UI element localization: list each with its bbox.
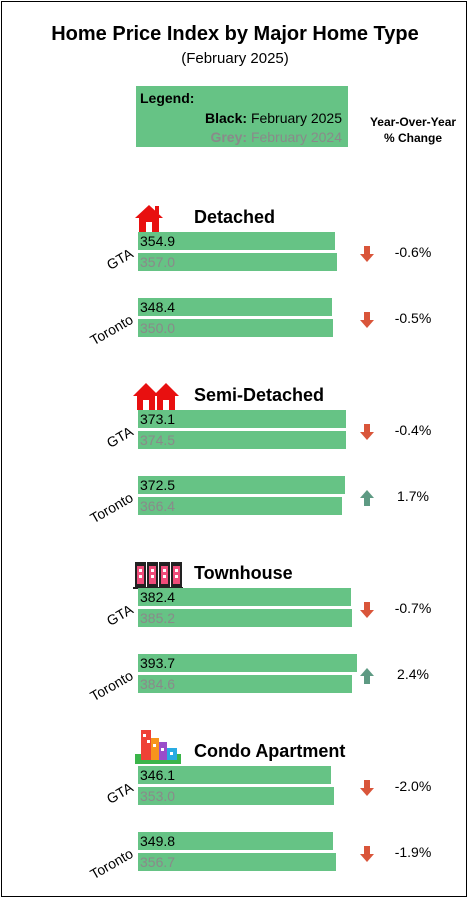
yoy-change-value: 2.4% — [397, 666, 429, 682]
down-arrow-icon — [358, 845, 376, 863]
section-title: Townhouse — [194, 563, 293, 583]
region-label-gta: GTA — [103, 245, 136, 273]
section-townhouse: Townhouse GTA 382.4 385.2 -0.7% Toronto 393.7… — [0, 558, 470, 736]
bar-february-2024: 357.0 — [138, 253, 337, 271]
section-title: Detached — [194, 207, 276, 227]
up-arrow-icon — [358, 489, 376, 507]
region-label-toronto: Toronto — [87, 489, 136, 527]
chart-frame — [1, 1, 467, 897]
region-label-toronto: Toronto — [87, 667, 136, 705]
yoy-change-value: 1.7% — [397, 488, 429, 504]
legend-grey-key: Grey: — [210, 129, 248, 145]
bar-value-label: 384.6 — [140, 676, 176, 692]
bar-february-2025: 348.4 — [138, 298, 332, 316]
bar-value-label: 393.7 — [140, 655, 176, 671]
legend-black-value: February 2025 — [250, 110, 342, 126]
yoy-header-line1: Year-Over-Year — [369, 115, 457, 129]
bar-february-2025: 346.1 — [138, 766, 331, 784]
down-arrow-icon — [358, 245, 376, 263]
legend-grey-value: February 2024 — [250, 129, 342, 145]
legend-black-key: Black: — [205, 110, 248, 126]
legend: Legend: Black: February 2025 Grey: Febru… — [136, 86, 348, 147]
bar-february-2024: 353.0 — [138, 787, 334, 805]
section-semi-detached: Semi-Detached GTA 373.1 374.5 -0.4% Toronto 3… — [0, 380, 470, 558]
bar-value-label: 373.1 — [140, 411, 176, 427]
yoy-column-header: Year-Over-Year % Change — [356, 114, 470, 146]
bar-february-2024: 366.4 — [138, 497, 342, 515]
bar-value-label: 350.0 — [140, 320, 176, 336]
bar-february-2024: 374.5 — [138, 431, 346, 449]
semi-detached-icon — [133, 380, 183, 412]
bar-value-label: 357.0 — [140, 254, 176, 270]
chart-subtitle: (February 2025) — [181, 50, 289, 67]
bar-february-2024: 385.2 — [138, 609, 352, 627]
region-label-toronto: Toronto — [87, 845, 136, 883]
bar-value-label: 348.4 — [140, 299, 176, 315]
bar-february-2025: 393.7 — [138, 654, 357, 672]
bar-february-2024: 384.6 — [138, 675, 352, 693]
yoy-change-value: -2.0% — [394, 778, 432, 794]
bar-february-2024: 356.7 — [138, 853, 336, 871]
down-arrow-icon — [358, 311, 376, 329]
bar-value-label: 382.4 — [140, 589, 176, 605]
yoy-change-value: -0.4% — [394, 422, 432, 438]
bar-february-2025: 382.4 — [138, 588, 351, 606]
townhouse-icon — [133, 558, 183, 590]
down-arrow-icon — [358, 423, 376, 441]
bar-february-2024: 350.0 — [138, 319, 333, 337]
bar-value-label: 349.8 — [140, 833, 176, 849]
up-arrow-icon — [358, 667, 376, 685]
condo-apartment-icon — [133, 730, 183, 768]
section-title: Condo Apartment — [194, 741, 346, 761]
yoy-change-value: -1.9% — [394, 844, 432, 860]
house-icon — [133, 202, 183, 234]
bar-value-label: 356.7 — [140, 854, 176, 870]
bar-value-label: 346.1 — [140, 767, 176, 783]
chart-title: Home Price Index by Major Home Type — [51, 23, 419, 45]
region-label-gta: GTA — [103, 779, 136, 807]
bar-value-label: 353.0 — [140, 788, 176, 804]
section-detached: Detached GTA 354.9 357.0 -0.6% Toronto 348.4 3… — [0, 202, 470, 380]
bar-february-2025: 349.8 — [138, 832, 333, 850]
yoy-change-value: -0.7% — [394, 600, 432, 616]
yoy-change-value: -0.5% — [394, 310, 432, 326]
legend-entry-current: Black: February 2025 — [205, 110, 342, 126]
down-arrow-icon — [358, 779, 376, 797]
legend-entry-previous: Grey: February 2024 — [210, 129, 342, 145]
yoy-header-line2: % Change — [383, 131, 442, 145]
bar-february-2025: 373.1 — [138, 410, 346, 428]
region-label-gta: GTA — [103, 423, 136, 451]
region-label-gta: GTA — [103, 601, 136, 629]
bar-february-2025: 354.9 — [138, 232, 335, 250]
bar-value-label: 354.9 — [140, 233, 176, 249]
down-arrow-icon — [358, 601, 376, 619]
yoy-change-value: -0.6% — [394, 244, 432, 260]
section-condo-apartment: Condo Apartment GTA 346.1 353.0 -2.0% Toront… — [0, 730, 470, 914]
bar-value-label: 366.4 — [140, 498, 176, 514]
legend-title: Legend: — [140, 90, 195, 106]
bar-value-label: 372.5 — [140, 477, 176, 493]
bar-value-label: 385.2 — [140, 610, 176, 626]
region-label-toronto: Toronto — [87, 311, 136, 349]
bar-february-2025: 372.5 — [138, 476, 345, 494]
bar-value-label: 374.5 — [140, 432, 176, 448]
section-title: Semi-Detached — [194, 385, 325, 405]
